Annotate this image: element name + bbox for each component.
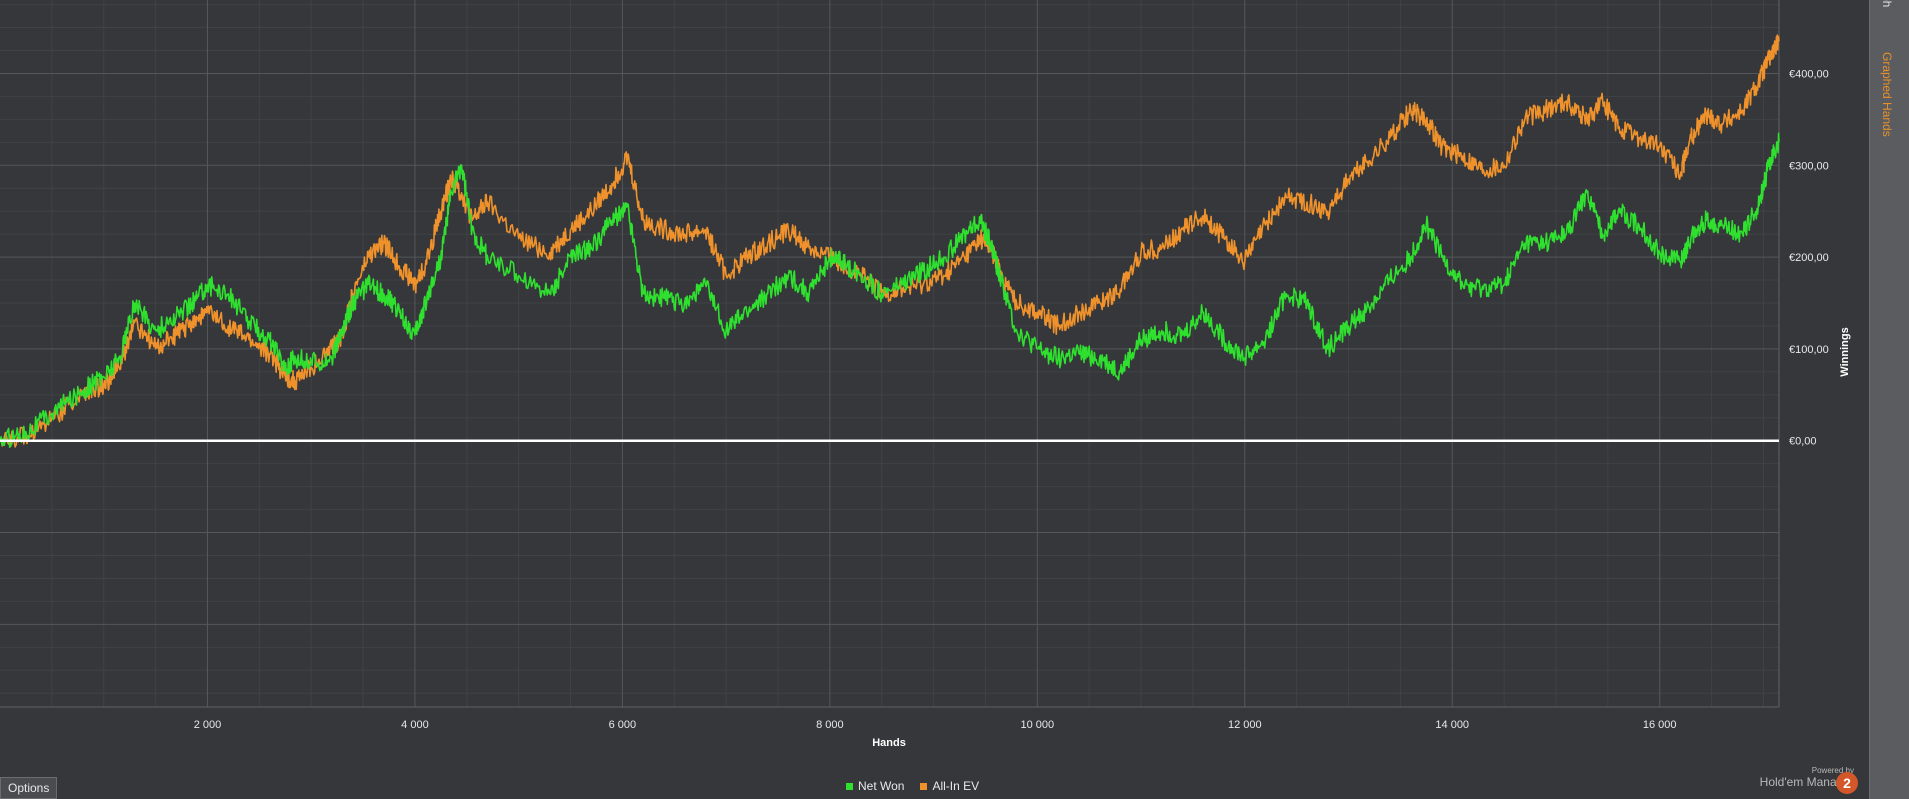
powered-by: Powered by Hold'em Manager bbox=[1760, 766, 1854, 789]
hem2-logo-icon: 2 bbox=[1836, 772, 1858, 794]
x-tick-label: 6 000 bbox=[609, 719, 637, 731]
tab-graphed-hands[interactable]: Graphed Hands bbox=[1880, 52, 1894, 137]
tab-graph[interactable]: ph bbox=[1880, 0, 1894, 8]
options-button[interactable]: Options bbox=[0, 777, 58, 799]
legend-swatch-all-in-ev bbox=[920, 782, 928, 790]
y-tick-label: €0,00 bbox=[1789, 436, 1817, 448]
x-axis-title: Hands bbox=[872, 737, 906, 749]
brand-name: Hold'em Manager bbox=[1759, 775, 1854, 789]
x-tick-label: 4 000 bbox=[401, 719, 429, 731]
legend-item-all-in-ev[interactable]: All-In EV bbox=[920, 779, 979, 793]
x-tick-label: 14 000 bbox=[1435, 719, 1469, 731]
chart-legend: Net Won All-In EV bbox=[846, 779, 979, 793]
y-tick-label: €400,00 bbox=[1789, 68, 1829, 80]
x-tick-label: 10 000 bbox=[1020, 719, 1054, 731]
legend-item-net-won[interactable]: Net Won bbox=[846, 779, 904, 793]
plot-area bbox=[0, 0, 1779, 707]
x-tick-label: 2 000 bbox=[194, 719, 222, 731]
y-axis-title: Winnings bbox=[1839, 327, 1851, 377]
side-tab-strip: ph Graphed Hands bbox=[1869, 0, 1909, 799]
legend-swatch-net-won bbox=[846, 782, 853, 790]
legend-label-net-won: Net Won bbox=[858, 779, 905, 793]
series-net-won-line bbox=[0, 132, 1780, 448]
powered-by-label: Powered by bbox=[1811, 766, 1854, 775]
winnings-chart: 2 000 4 000 6 000 8 000 10 000 12 000 14 000 16… bbox=[0, 0, 1829, 731]
y-tick-label: €100,00 bbox=[1789, 344, 1829, 356]
legend-label-all-in-ev: All-In EV bbox=[932, 779, 980, 793]
y-tick-label: €200,00 bbox=[1789, 252, 1829, 264]
x-tick-label: 8 000 bbox=[816, 719, 844, 731]
x-tick-label: 16 000 bbox=[1643, 719, 1677, 731]
x-tick-label: 12 000 bbox=[1228, 719, 1262, 731]
y-tick-label: €300,00 bbox=[1789, 160, 1829, 172]
